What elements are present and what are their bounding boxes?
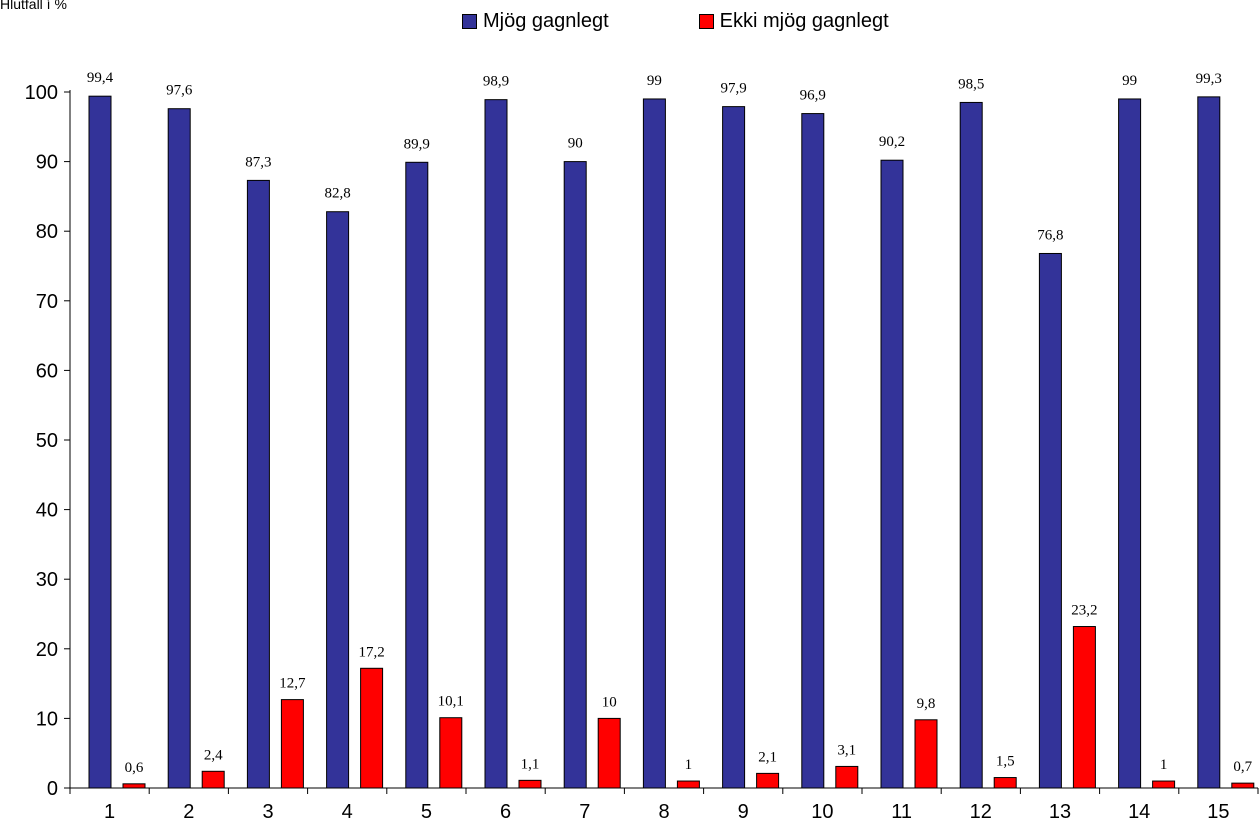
bar-series-1 [563,161,587,789]
legend-swatch-series-2 [698,14,714,29]
data-label-series-1: 90 [568,136,583,152]
y-tick-label: 30 [36,569,58,591]
x-tick-label: 2 [183,801,194,823]
y-tick-label: 10 [36,708,58,730]
data-label-series-2: 17,2 [358,644,384,660]
data-label-series-1: 98,9 [483,74,509,90]
bar-series-1 [246,179,270,789]
y-tick-label: 90 [36,152,58,174]
x-tick-label: 6 [500,801,511,823]
data-label-series-2: 3,1 [837,742,856,758]
data-label-series-1: 96,9 [800,88,826,104]
data-label-series-1: 99,4 [87,70,114,86]
data-label-series-1: 99 [1122,73,1137,89]
bar-series-2 [756,772,780,789]
y-tick-label: 40 [36,500,58,522]
data-label-series-1: 99,3 [1196,71,1222,87]
x-tick-label: 9 [738,801,749,823]
y-tick-label: 20 [36,639,58,661]
x-tick-label: 7 [579,801,590,823]
data-label-series-1: 97,6 [166,83,193,99]
data-label-series-2: 2,1 [758,749,777,765]
bar-series-1 [1118,98,1142,789]
data-label-series-1: 82,8 [324,186,350,202]
bar-series-2 [439,717,463,789]
x-tick-label: 3 [262,801,273,823]
data-label-series-1: 90,2 [879,134,905,150]
bar-series-2 [914,719,938,789]
x-tick-label: 4 [342,801,353,823]
data-label-series-2: 10 [602,694,617,710]
bar-series-1 [1197,96,1221,789]
bar-series-1 [642,98,666,789]
data-label-series-1: 76,8 [1037,227,1063,243]
data-label-series-2: 23,2 [1071,603,1097,619]
x-tick-label: 12 [970,801,992,823]
y-tick-label: 60 [36,360,58,382]
data-label-series-2: 0,7 [1233,759,1252,775]
bar-series-2 [1231,782,1255,789]
data-label-series-2: 1,5 [996,754,1015,770]
bar-series-2 [835,765,859,789]
bar-series-1 [801,113,825,789]
x-tick-label: 13 [1049,801,1071,823]
data-label-series-2: 10,1 [438,694,464,710]
bar-series-1 [88,95,112,789]
data-label-series-2: 9,8 [917,696,936,712]
data-label-series-2: 1 [685,757,693,773]
x-tick-label: 1 [104,801,115,823]
bar-series-2 [280,699,304,789]
data-label-series-1: 97,9 [720,81,746,97]
x-tick-label: 10 [811,801,833,823]
y-tick-label: 50 [36,430,58,452]
bar-series-2 [597,717,621,789]
legend-label-series-2: Ekki mjög gagnlegt [719,10,889,32]
data-label-series-1: 98,5 [958,76,984,92]
data-label-series-2: 12,7 [279,676,306,692]
bar-series-2 [122,783,146,789]
data-label-series-1: 99 [647,73,662,89]
bar-series-1 [959,101,983,789]
x-tick-label: 5 [421,801,432,823]
bar-series-1 [326,211,350,789]
data-label-series-1: 87,3 [245,154,271,170]
bar-series-2 [676,780,700,789]
legend-item-series-2: Ekki mjög gagnlegt [698,10,889,33]
legend-item-series-1: Mjög gagnlegt [462,10,609,33]
bar-series-1 [167,108,191,789]
x-tick-label: 15 [1207,801,1229,823]
data-label-series-2: 1,1 [521,756,540,772]
bar-series-2 [518,779,542,789]
data-label-series-1: 89,9 [404,136,430,152]
bar-series-2 [1152,780,1176,789]
bar-series-2 [360,667,384,789]
x-tick-label: 8 [658,801,669,823]
bar-series-1 [405,161,429,789]
bar-series-2 [1072,626,1096,789]
bar-series-1 [484,99,508,789]
data-label-series-2: 2,4 [204,747,223,763]
data-label-series-2: 0,6 [125,760,144,776]
y-axis-label: Hlutfall í % [0,0,67,12]
y-tick-label: 100 [25,82,58,104]
bar-series-2 [993,777,1017,789]
bar-series-1 [1038,252,1062,789]
x-tick-label: 11 [891,801,912,823]
y-tick-label: 70 [36,291,58,313]
legend-label-series-1: Mjög gagnlegt [483,10,609,32]
y-tick-label: 80 [36,221,58,243]
bar-series-2 [201,770,225,789]
legend-swatch-series-1 [462,14,477,29]
x-tick-label: 14 [1128,801,1150,823]
bar-series-1 [880,159,904,789]
bar-series-1 [722,106,746,789]
legend: Mjög gagnlegt Ekki mjög gagnlegt [462,10,979,33]
y-tick-label: 0 [47,778,58,800]
data-label-series-2: 1 [1160,757,1168,773]
